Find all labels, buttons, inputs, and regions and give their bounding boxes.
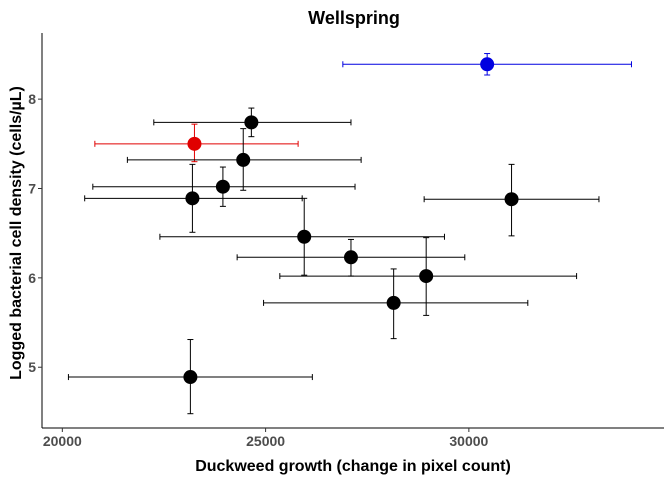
data-points (183, 57, 519, 385)
error-bars (67, 53, 632, 415)
y-tick-label: 8 (28, 91, 36, 107)
data-point (386, 295, 401, 310)
data-point (504, 192, 519, 207)
y-tick-label: 7 (28, 180, 36, 196)
data-point (297, 229, 312, 244)
data-point (187, 136, 202, 151)
data-point (343, 250, 358, 265)
x-tick-label: 20000 (43, 433, 82, 449)
axes: 20000 25000 30000 5 6 7 8 (28, 33, 664, 449)
data-point (419, 269, 434, 284)
y-tick-label: 5 (28, 359, 36, 375)
data-point (236, 152, 251, 167)
data-point (183, 370, 198, 385)
x-axis-title: Duckweed growth (change in pixel count) (195, 458, 511, 475)
y-tick-label: 6 (28, 270, 36, 286)
chart-title: Wellspring (308, 8, 400, 28)
data-point (480, 57, 495, 72)
x-tick-label: 30000 (449, 433, 488, 449)
data-point (215, 179, 230, 194)
y-axis-title: Logged bacterial cell density (cells/µL) (8, 86, 25, 380)
data-point (244, 115, 259, 130)
x-tick-label: 25000 (246, 433, 285, 449)
data-point (185, 191, 200, 206)
